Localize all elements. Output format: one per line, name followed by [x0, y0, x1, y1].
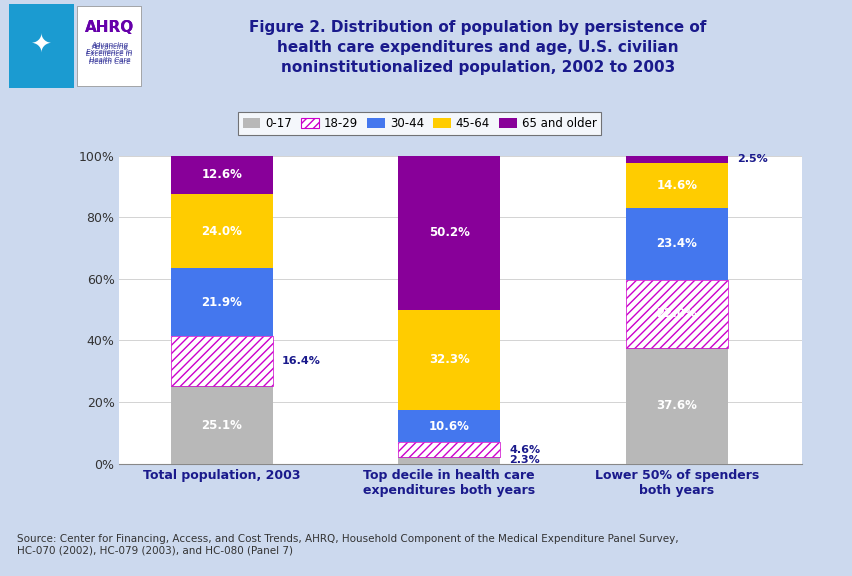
- Text: 12.6%: 12.6%: [201, 168, 242, 181]
- Text: 23.4%: 23.4%: [655, 237, 696, 251]
- Text: AHRQ: AHRQ: [85, 20, 134, 35]
- Text: 24.0%: 24.0%: [201, 225, 242, 238]
- Text: 10.6%: 10.6%: [429, 419, 469, 433]
- Bar: [625, 280, 727, 348]
- Text: 21.9%: 21.9%: [201, 295, 242, 309]
- Bar: [170, 336, 273, 386]
- Text: 14.6%: 14.6%: [655, 179, 696, 192]
- Text: 22.0%: 22.0%: [655, 308, 696, 320]
- Bar: [170, 386, 273, 464]
- Bar: [625, 163, 727, 208]
- Bar: [625, 280, 727, 348]
- Legend: 0-17, 18-29, 30-44, 45-64, 65 and older: 0-17, 18-29, 30-44, 45-64, 65 and older: [238, 112, 601, 135]
- Text: ✦: ✦: [31, 34, 52, 58]
- Text: Source: Center for Financing, Access, and Cost Trends, AHRQ, Household Component: Source: Center for Financing, Access, an…: [17, 535, 678, 556]
- Bar: [170, 336, 273, 386]
- Text: 32.3%: 32.3%: [429, 354, 469, 366]
- Bar: [398, 156, 500, 310]
- Bar: [170, 156, 273, 194]
- Bar: [625, 348, 727, 464]
- Bar: [170, 194, 273, 268]
- Bar: [398, 310, 500, 410]
- Text: 4.6%: 4.6%: [509, 445, 540, 454]
- Bar: [398, 442, 500, 457]
- Text: 2.5%: 2.5%: [736, 154, 767, 164]
- Text: 37.6%: 37.6%: [655, 399, 696, 412]
- Bar: [398, 457, 500, 464]
- Text: Advancing
Excellence in
Health Care: Advancing Excellence in Health Care: [86, 42, 133, 63]
- Text: Figure 2. Distribution of population by persistence of
health care expenditures : Figure 2. Distribution of population by …: [249, 20, 705, 75]
- Text: 25.1%: 25.1%: [201, 419, 242, 431]
- Bar: [625, 155, 727, 163]
- Text: Advancing
Excellence in
Health Care: Advancing Excellence in Health Care: [86, 44, 133, 65]
- Bar: [170, 268, 273, 336]
- Text: 16.4%: 16.4%: [282, 356, 320, 366]
- FancyBboxPatch shape: [9, 4, 74, 88]
- Text: 50.2%: 50.2%: [429, 226, 469, 240]
- Text: 2.3%: 2.3%: [509, 455, 539, 465]
- Text: AHRQ: AHRQ: [85, 20, 134, 35]
- FancyBboxPatch shape: [77, 6, 141, 86]
- Bar: [398, 442, 500, 457]
- Bar: [625, 208, 727, 280]
- Bar: [398, 410, 500, 442]
